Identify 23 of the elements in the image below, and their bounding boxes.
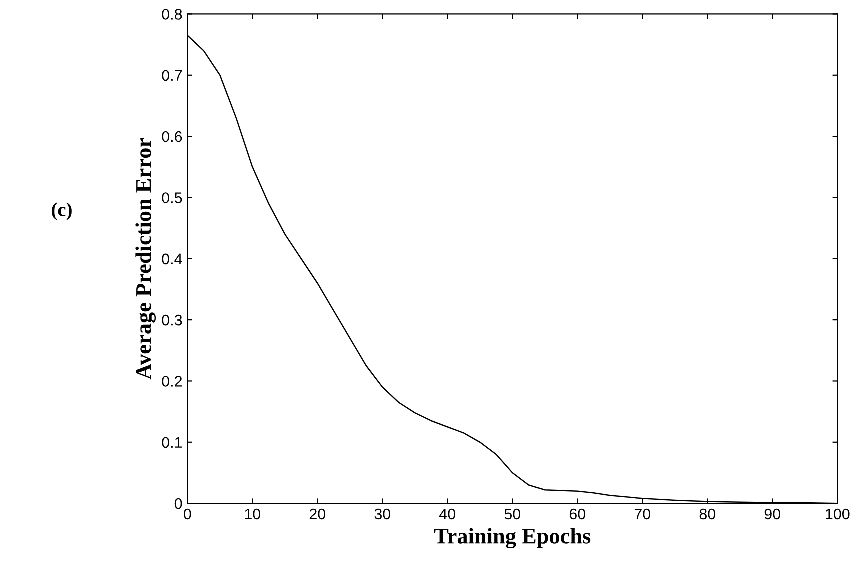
- x-tick-label: 0: [184, 508, 192, 520]
- x-tick-label: 90: [764, 508, 781, 520]
- x-tick-label: 40: [440, 508, 456, 520]
- y-tick-label: 0.7: [162, 70, 182, 82]
- text: (c): [52, 202, 72, 220]
- x-tick-label: 30: [374, 508, 391, 520]
- y-tick-label: 0.3: [162, 314, 182, 326]
- x-tick-label: 80: [700, 508, 716, 520]
- x-tick-label: 70: [634, 508, 651, 520]
- y-tick-label: 0.2: [162, 376, 182, 387]
- x-tick-label: 10: [245, 508, 261, 520]
- y-tick-label: 0.1: [162, 437, 182, 448]
- y-axis-title: Average Prediction Error: [136, 138, 156, 380]
- y-tick-label: 0: [174, 498, 182, 510]
- y-tick-label: 0.4: [162, 254, 182, 265]
- y-tick-label: 0.8: [162, 9, 182, 20]
- x-tick-label: 100: [826, 508, 850, 520]
- y-tick-label: 0.5: [162, 192, 182, 204]
- x-tick-label: 60: [570, 508, 586, 520]
- x-axis-title: Training Epochs: [434, 528, 591, 549]
- x-tick-label: 50: [504, 508, 521, 520]
- y-tick-label: 0.6: [162, 131, 182, 142]
- x-tick-label: 20: [310, 508, 326, 520]
